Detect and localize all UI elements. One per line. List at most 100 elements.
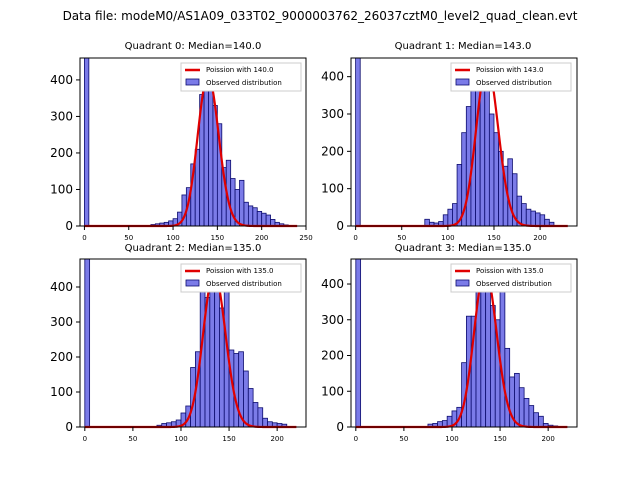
histogram-bar [530,210,536,227]
y-tick-label: 100 [50,385,73,399]
x-tick-label: 250 [299,234,312,242]
legend-label-observed: Observed distribution [476,79,552,87]
histogram-bar [214,286,220,428]
histogram-bar [256,210,263,227]
x-tick-label: 0 [354,435,358,443]
histogram-bar [484,80,490,227]
y-tick-label: 0 [336,420,344,434]
histogram-bar [355,258,362,428]
histogram-bar [493,132,499,227]
y-tick-label: 300 [50,315,73,329]
x-tick-label: 50 [124,234,133,242]
legend-bar-swatch [185,78,200,86]
x-tick-label: 200 [533,234,546,242]
legend-label-poisson: Poission with 135.0 [206,267,274,275]
legend-box [450,62,572,92]
histogram-bar [262,417,268,428]
histogram-bar [252,207,258,227]
histogram-bar [521,203,527,227]
histogram-bar [465,106,472,227]
axes-frame [79,258,307,428]
x-tick-label: 200 [541,435,554,443]
histogram-bar [539,214,546,227]
histogram-bar [533,412,539,428]
histogram-bar [265,214,271,227]
legend-box [180,263,302,293]
histogram-bar [528,405,535,428]
histogram-bar [84,57,90,227]
figure-suptitle: Data file: modeM0/AS1A09_033T02_90000037… [63,9,578,23]
x-tick-label: 100 [445,435,458,443]
y-tick-label: 300 [321,313,344,327]
x-tick-label: 0 [83,435,87,443]
axes-frame [350,258,578,428]
histogram-bar [261,212,267,227]
y-tick-label: 200 [321,349,344,363]
legend: Poission with 135.0 Observed distributio… [450,263,572,293]
histogram-bar [243,370,249,428]
x-tick-label: 50 [397,234,406,242]
histogram-bar [504,347,511,428]
y-tick-label: 400 [50,73,73,87]
y-tick-label: 100 [321,182,344,196]
y-tick-label: 100 [50,182,73,196]
x-tick-label: 100 [166,234,179,242]
y-tick-label: 0 [65,219,73,233]
x-tick-label: 200 [255,234,268,242]
histogram-bars [84,57,289,227]
y-tick-label: 300 [321,107,344,121]
histogram-bar [247,205,254,227]
histogram-bar [525,208,532,227]
histogram-bar [447,208,453,227]
panel-quadrant-2: Quadrant 2: Median=135.0 0 100 200 300 400 0 5… [50,243,307,443]
histogram-bar [485,269,491,428]
y-tick-label: 0 [336,219,344,233]
x-tick-label: 50 [399,435,408,443]
x-tick-label: 150 [487,234,500,242]
histogram-bar [507,158,513,227]
y-tick-label: 200 [50,350,73,364]
histogram-bar [208,90,214,227]
legend-label-observed: Observed distribution [206,280,282,288]
histogram-bar [355,57,361,227]
y-tick-label: 400 [321,70,344,84]
y-tick-label: 200 [50,146,73,160]
legend: Poission with 135.0 Observed distributio… [180,263,302,293]
x-tick-label: 0 [82,234,86,242]
histogram-bar [523,397,530,428]
legend-box [180,62,302,92]
panel-quadrant-1: Quadrant 1: Median=143.0 0 100 200 300 400 0 5… [321,41,578,242]
y-tick-label: 100 [321,384,344,398]
axes-frame [350,57,578,227]
y-tick-label: 300 [50,109,73,123]
histogram-bar [480,290,487,428]
x-tick-label: 100 [441,234,454,242]
panel-quadrant-0: Quadrant 0: Median=140.0 0 100 200 300 400 0 5… [50,41,313,242]
legend: Poission with 143.0 Observed distributio… [450,62,572,92]
histogram-bar [84,258,91,428]
x-tick-label: 150 [211,234,224,242]
histogram-bar [239,179,245,227]
histogram-bar [252,402,259,428]
panel-title: Quadrant 1: Median=143.0 [395,41,532,52]
x-tick-label: 150 [222,435,235,443]
y-tick-label: 400 [321,277,344,291]
x-tick-label: 200 [270,435,283,443]
legend-label-observed: Observed distribution [476,280,552,288]
histogram-bar [518,387,525,428]
panel-quadrant-3: Quadrant 3: Median=135.0 0 100 200 300 400 0 5… [321,243,578,443]
legend-bar-swatch [455,279,470,287]
panel-title: Quadrant 2: Median=135.0 [125,243,262,254]
histogram-bar [243,201,249,227]
legend-box [450,263,572,293]
y-tick-label: 400 [50,280,73,294]
histogram-bar [442,214,449,227]
legend-label-poisson: Poission with 135.0 [476,267,544,275]
histogram-bar [499,283,506,428]
legend-label-poisson: Poission with 143.0 [476,66,544,74]
x-tick-label: 0 [353,234,357,242]
panel-title: Quadrant 3: Median=135.0 [395,243,532,254]
panel-title: Quadrant 0: Median=140.0 [125,41,262,52]
histogram-bar [514,372,520,428]
